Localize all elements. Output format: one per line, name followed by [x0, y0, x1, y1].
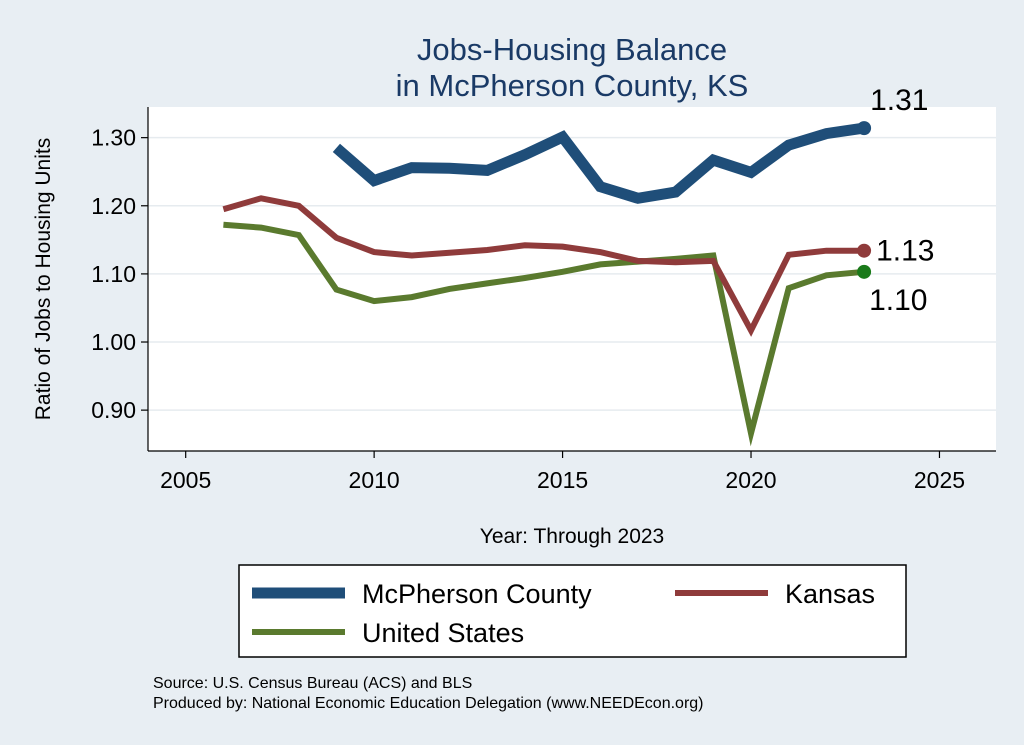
y-tick-label-0: 0.90 — [91, 397, 136, 423]
x-axis-label: Year: Through 2023 — [480, 525, 665, 548]
legend-label-united-states: United States — [362, 618, 524, 648]
y-tick-label-1: 1.00 — [91, 329, 136, 355]
legend: McPherson County Kansas United States — [238, 564, 907, 658]
end-marker-united-states — [857, 264, 872, 279]
legend-label-mcpherson: McPherson County — [362, 579, 592, 609]
legend-label-kansas: Kansas — [785, 579, 875, 609]
x-tick-label-3: 2020 — [725, 467, 776, 493]
end-marker-kansas — [857, 243, 872, 258]
y-tick-label-4: 1.30 — [91, 125, 136, 151]
chart-title-line-2: in McPherson County, KS — [396, 68, 749, 103]
end-labels: 1.31 1.13 1.10 — [857, 84, 934, 317]
plot-area — [148, 107, 996, 451]
end-label-united-states: 1.10 — [869, 284, 927, 317]
x-tick-label-0: 2005 — [160, 467, 211, 493]
series-layer — [222, 122, 865, 447]
legend-box — [238, 564, 907, 658]
series-line-mcpherson — [332, 122, 865, 204]
chart-title-line-1: Jobs-Housing Balance — [417, 32, 727, 67]
series-line-kansas — [222, 195, 865, 337]
y-tick-label-2: 1.10 — [91, 261, 136, 287]
x-tick-label-1: 2010 — [349, 467, 400, 493]
x-tick-label-2: 2015 — [537, 467, 588, 493]
y-tick-label-3: 1.20 — [91, 193, 136, 219]
end-marker-mcpherson — [857, 121, 872, 136]
y-axis-label: Ratio of Jobs to Housing Units — [32, 138, 55, 420]
source-line: Source: U.S. Census Bureau (ACS) and BLS — [153, 675, 472, 692]
producer-line: Produced by: National Economic Education… — [153, 695, 704, 712]
axes: 0.90 1.00 1.10 1.20 1.30 2005 2010 2015 2020 2025 — [91, 107, 996, 493]
x-tick-label-4: 2025 — [914, 467, 965, 493]
series-line-united-states — [223, 221, 865, 447]
end-label-kansas: 1.13 — [876, 235, 934, 268]
end-label-mcpherson: 1.31 — [870, 84, 928, 117]
